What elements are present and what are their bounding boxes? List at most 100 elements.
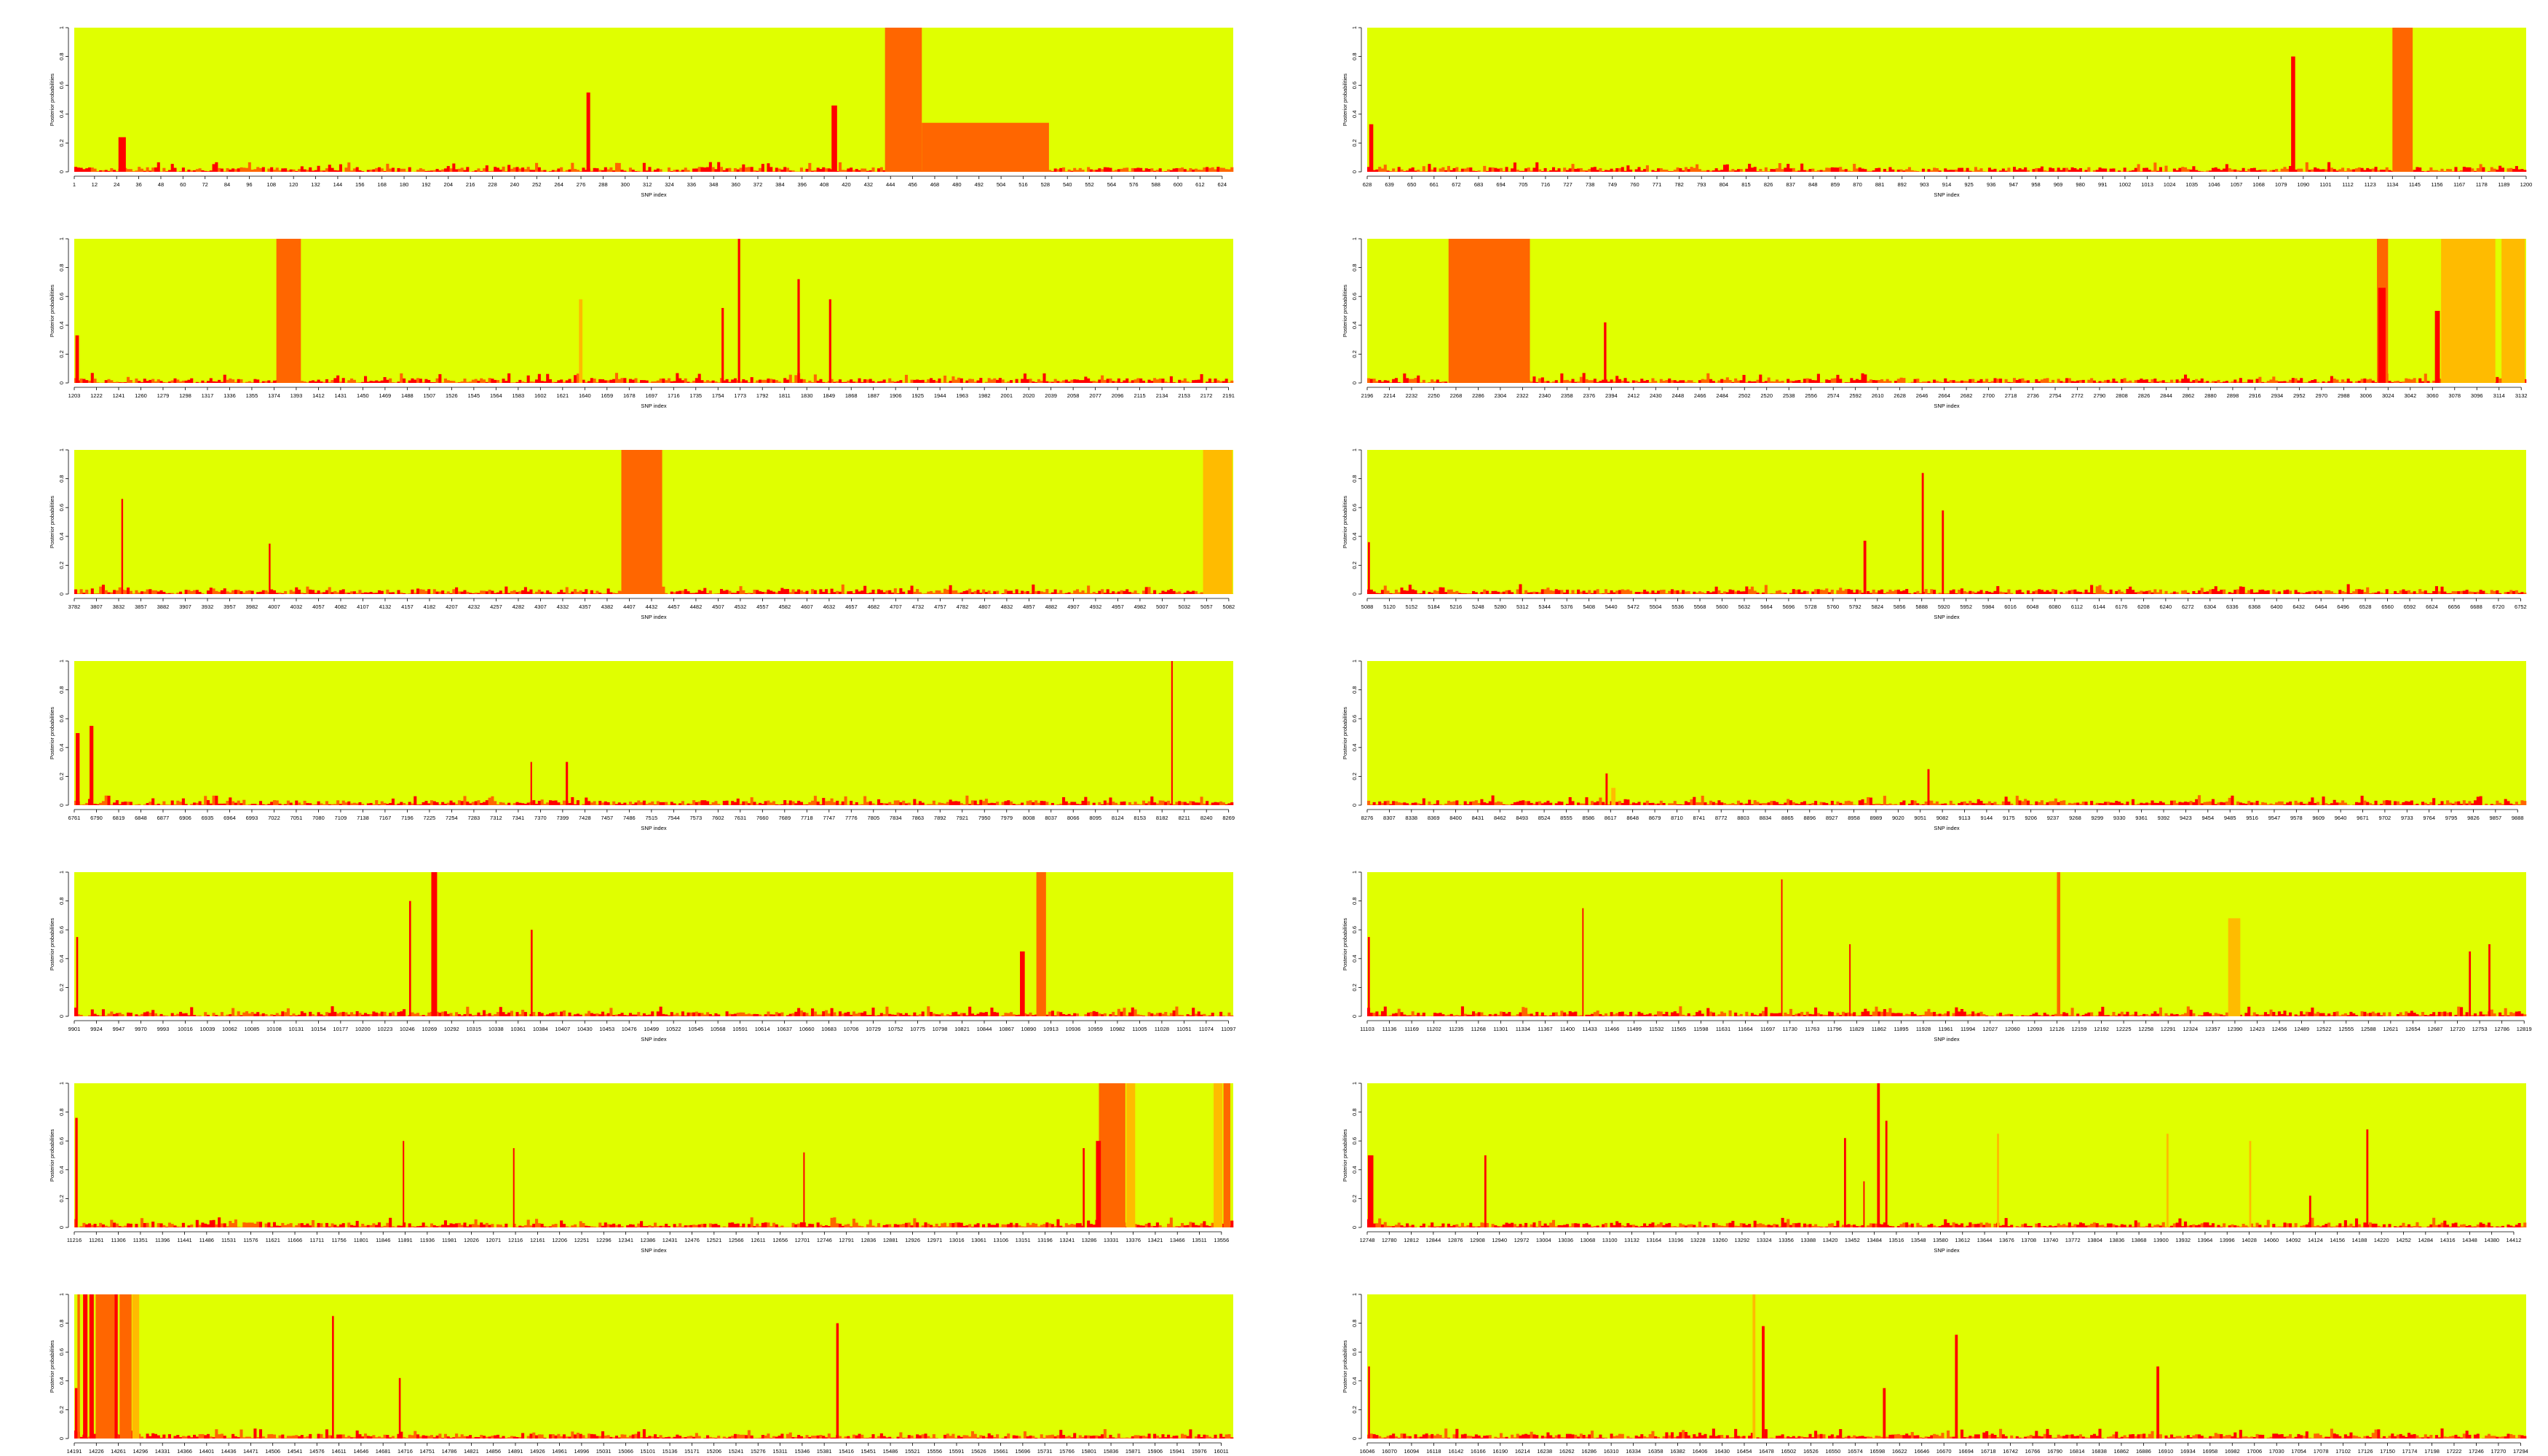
x-tick-label: 10844 xyxy=(977,1026,992,1032)
noise-bar xyxy=(2172,168,2176,172)
noise-bar xyxy=(2407,590,2411,594)
series-2 xyxy=(76,661,1173,805)
noise-bar xyxy=(2178,381,2182,383)
noise-bar xyxy=(1378,593,1382,594)
noise-bar xyxy=(1007,800,1010,805)
noise-bar xyxy=(910,585,914,594)
noise-bar xyxy=(1194,1013,1198,1016)
noise-bar xyxy=(1164,171,1168,172)
noise-bar xyxy=(2380,170,2383,172)
noise-bar xyxy=(2269,803,2273,805)
noise-bar xyxy=(799,379,803,383)
noise-bar xyxy=(1643,381,1647,383)
noise-bar xyxy=(1018,1014,1021,1016)
noise-bar xyxy=(1836,374,1840,383)
noise-bar xyxy=(443,1011,448,1016)
noise-bar xyxy=(2234,169,2237,172)
noise-bar xyxy=(1175,802,1179,805)
noise-bar xyxy=(488,590,491,594)
noise-bar xyxy=(1535,381,1539,383)
x-tick-label: 12 xyxy=(92,181,98,188)
noise-bar xyxy=(759,1014,762,1016)
series-1 xyxy=(1448,239,2389,383)
noise-bar xyxy=(957,801,961,805)
noise-bar xyxy=(1428,382,1431,383)
noise-bar xyxy=(728,381,732,383)
noise-bar xyxy=(871,590,875,594)
noise-bar xyxy=(540,799,544,805)
noise-bar xyxy=(1883,381,1886,383)
noise-bar xyxy=(523,587,527,594)
noise-bar xyxy=(1867,170,1870,172)
noise-bar xyxy=(1784,802,1787,805)
noise-bar xyxy=(336,1013,340,1016)
noise-bar xyxy=(455,1012,459,1016)
noise-bar xyxy=(667,167,671,172)
noise-bar xyxy=(391,592,395,594)
noise-bar xyxy=(1941,382,1944,383)
noise-bar xyxy=(355,1011,359,1016)
noise-bar xyxy=(722,170,726,172)
x-tick-label: 1792 xyxy=(756,392,769,399)
noise-bar xyxy=(791,170,795,172)
x-tick-label: 504 xyxy=(997,181,1006,188)
noise-bar xyxy=(1875,803,1878,805)
noise-bar xyxy=(1913,379,1917,383)
noise-bar xyxy=(1696,802,1699,805)
noise-bar xyxy=(1745,168,1749,172)
noise-bar xyxy=(101,801,105,805)
noise-bar xyxy=(1009,801,1013,805)
noise-bar xyxy=(783,589,787,594)
noise-bar xyxy=(1211,167,1214,172)
noise-bar xyxy=(1535,592,1539,594)
x-tick-label: 6496 xyxy=(2337,604,2349,610)
noise-bar xyxy=(1875,167,1878,172)
noise-bar xyxy=(609,167,613,172)
noise-bar xyxy=(272,590,277,594)
noise-bar xyxy=(1872,589,1875,594)
noise-bar xyxy=(612,379,616,383)
noise-bar xyxy=(229,592,232,594)
series-3 xyxy=(1604,288,2440,383)
x-tick-label: 3006 xyxy=(2359,392,2372,399)
noise-bar xyxy=(1734,378,1738,383)
x-tick-label: 9609 xyxy=(2312,815,2325,821)
noise-bar xyxy=(1853,380,1856,383)
noise-bar xyxy=(2300,592,2303,594)
noise-bar xyxy=(286,170,290,172)
noise-bar xyxy=(1762,381,1765,383)
noise-bar xyxy=(2490,590,2493,594)
noise-bar xyxy=(954,801,958,805)
noise-bar xyxy=(1828,592,1832,594)
noise-bar xyxy=(941,1013,944,1016)
noise-bar xyxy=(637,382,641,383)
noise-bar xyxy=(1216,380,1220,383)
x-tick-label: 372 xyxy=(753,181,763,188)
noise-bar xyxy=(1219,381,1223,383)
x-tick-label: 2358 xyxy=(1561,392,1573,399)
noise-bar xyxy=(1186,381,1190,383)
noise-bar xyxy=(1607,381,1610,383)
noise-bar xyxy=(1679,380,1682,383)
noise-bar xyxy=(1380,590,1385,594)
noise-bar xyxy=(1192,169,1195,172)
x-axis-label: SNP index xyxy=(1934,614,1960,620)
noise-bar xyxy=(1615,168,1619,172)
noise-bar xyxy=(1709,379,1713,383)
noise-bar xyxy=(1139,1015,1143,1016)
noise-bar xyxy=(2021,169,2025,172)
noise-bar xyxy=(725,379,729,383)
noise-bar xyxy=(1186,170,1190,172)
noise-bar xyxy=(1394,589,1398,594)
noise-bar xyxy=(1745,586,1749,594)
x-tick-label: 7109 xyxy=(335,815,347,821)
noise-bar xyxy=(432,589,436,594)
noise-bar xyxy=(1183,169,1187,172)
noise-bar xyxy=(907,1015,911,1016)
noise-bar xyxy=(1158,593,1162,594)
noise-bar xyxy=(127,587,130,594)
noise-bar xyxy=(2015,170,2019,172)
noise-bar xyxy=(598,379,602,383)
noise-bar xyxy=(557,1014,561,1016)
noise-bar xyxy=(2073,802,2077,805)
